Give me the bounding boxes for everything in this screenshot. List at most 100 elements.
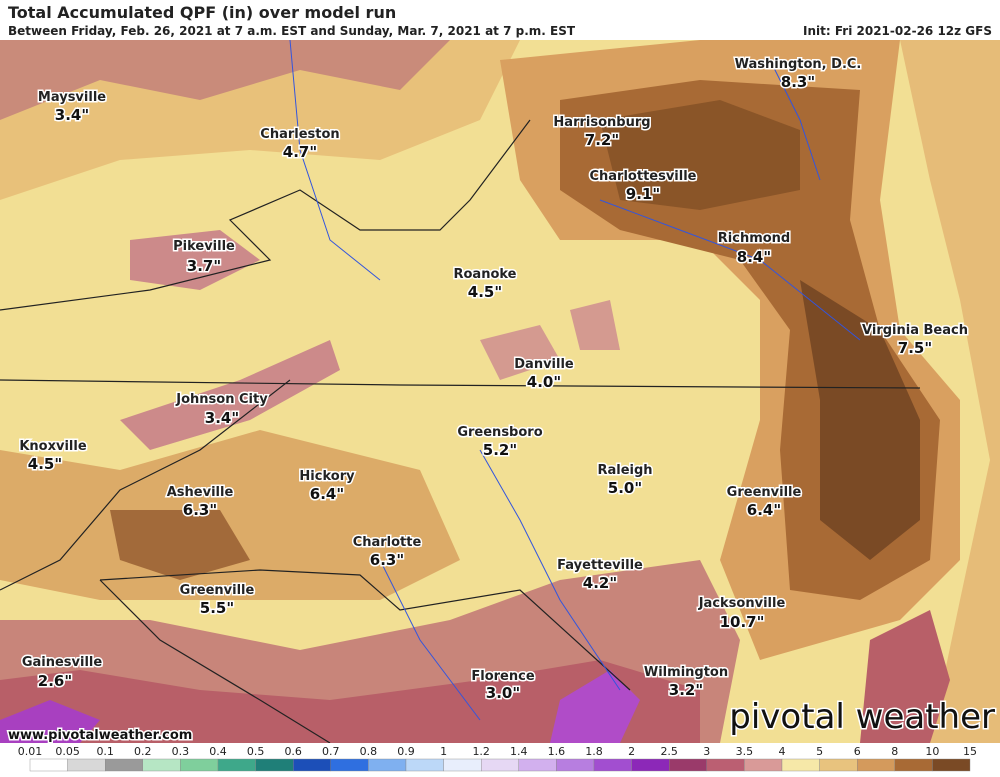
- colorbar-swatch: [631, 758, 670, 772]
- river: [769, 59, 821, 181]
- city-value: 3.0": [486, 684, 520, 702]
- colorbar-label: 0.7: [322, 745, 340, 758]
- colorbar-label: 3: [703, 745, 710, 758]
- colorbar-label: 1.4: [510, 745, 528, 758]
- colorbar-swatch: [104, 758, 143, 772]
- state-border: [0, 119, 531, 311]
- city-name: Greensboro: [457, 425, 542, 440]
- river: [479, 449, 621, 691]
- colorbar-swatch: [368, 758, 407, 772]
- colorbar-label: 15: [963, 745, 977, 758]
- field: [600, 100, 800, 210]
- logo: pivotal weather: [729, 697, 995, 737]
- colorbar-label: 4: [779, 745, 786, 758]
- state-border: [99, 579, 331, 744]
- colorbar-swatch: [29, 758, 68, 772]
- field: [120, 340, 340, 450]
- colorbar-label: 0.8: [360, 745, 378, 758]
- colorbar-swatch: [142, 758, 181, 772]
- city-value: 5.0": [608, 479, 642, 497]
- field: [0, 430, 460, 600]
- colorbar-swatch: [180, 758, 219, 772]
- city-name: Greenville: [180, 583, 255, 598]
- field: [550, 670, 640, 743]
- city-value: 5.5": [200, 599, 234, 617]
- city-name: Florence: [471, 669, 534, 684]
- city-name: Richmond: [718, 231, 790, 246]
- city-value: 9.1": [626, 185, 660, 203]
- colorbar-label: 0.3: [172, 745, 190, 758]
- colorbar-swatch: [781, 758, 820, 772]
- field: [0, 700, 100, 743]
- city-value: 4.2": [583, 574, 617, 592]
- colorbar-label: 1: [440, 745, 447, 758]
- field: [0, 660, 700, 743]
- colorbar-label: 1.8: [585, 745, 603, 758]
- river: [599, 199, 861, 341]
- colorbar-label: 2: [628, 745, 635, 758]
- precip-field: [0, 40, 1000, 743]
- city-value: 4.7": [283, 143, 317, 161]
- colorbar-label: 8: [891, 745, 898, 758]
- city-name: Virginia Beach: [862, 323, 968, 338]
- colorbar-label: 0.6: [284, 745, 302, 758]
- colorbar-label: 1.6: [548, 745, 566, 758]
- city-value: 7.5": [898, 339, 932, 357]
- state-border: [0, 379, 291, 591]
- colorbar-swatch: [593, 758, 632, 772]
- city-name: Fayetteville: [557, 558, 643, 573]
- city-value: 10.7": [720, 613, 765, 631]
- state-border: [0, 379, 921, 389]
- city-value: 4.0": [527, 373, 561, 391]
- borders: [0, 119, 921, 744]
- city-name: Maysville: [38, 90, 106, 105]
- colorbar-swatch: [819, 758, 858, 772]
- colorbar-swatch: [293, 758, 332, 772]
- colorbar-label: 0.9: [397, 745, 415, 758]
- city-value: 6.3": [370, 551, 404, 569]
- city-name: Danville: [514, 357, 574, 372]
- colorbar-swatch: [556, 758, 595, 772]
- colorbar-label: 0.1: [96, 745, 114, 758]
- city-value: 3.7": [187, 257, 221, 275]
- river: [289, 39, 381, 281]
- city-name: Charlotte: [353, 535, 422, 550]
- river: [379, 559, 481, 721]
- city-name: Roanoke: [453, 267, 516, 282]
- colorbar-label: 2.5: [660, 745, 678, 758]
- city-name: Raleigh: [597, 463, 652, 478]
- colorbar-label: 0.01: [18, 745, 43, 758]
- field: [0, 40, 450, 120]
- city-value: 4.5": [468, 283, 502, 301]
- state-border: [99, 569, 631, 691]
- colorbar-swatch: [255, 758, 294, 772]
- colorbar-label: 1.2: [472, 745, 490, 758]
- city-name: Knoxville: [19, 439, 86, 454]
- city-name: Charleston: [260, 127, 339, 142]
- city-name: Greenville: [727, 485, 802, 500]
- city-name: Wilmington: [644, 665, 728, 680]
- city-value: 5.2": [483, 441, 517, 459]
- field: [900, 40, 1000, 743]
- city-name: Harrisonburg: [553, 115, 650, 130]
- colorbar-swatch: [857, 758, 896, 772]
- title: Total Accumulated QPF (in) over model ru…: [8, 3, 396, 22]
- city-value: 3.4": [55, 106, 89, 124]
- field: [110, 510, 250, 580]
- colorbar: 0.01 0.05 0.1 0.2 0.3 0.4 0.5 0.6 0.7 0.8 0.9 1 1.2 1…: [18, 745, 977, 772]
- city-value: 6.4": [747, 501, 781, 519]
- colorbar-swatch: [518, 758, 557, 772]
- colorbar-swatch: [744, 758, 783, 772]
- city-value: 8.4": [737, 248, 771, 266]
- colorbar-label: 5: [816, 745, 823, 758]
- colorbar-swatch: [932, 758, 971, 772]
- city-name: Pikeville: [173, 239, 235, 254]
- city-name: Johnson City: [175, 392, 268, 407]
- city-name: Washington, D.C.: [735, 57, 862, 72]
- colorbar-swatch: [669, 758, 708, 772]
- watermark: www.pivotalweather.com: [8, 728, 192, 743]
- city-value: 2.6": [38, 672, 72, 690]
- city-name: Gainesville: [22, 655, 103, 670]
- city-value: 3.4": [205, 409, 239, 427]
